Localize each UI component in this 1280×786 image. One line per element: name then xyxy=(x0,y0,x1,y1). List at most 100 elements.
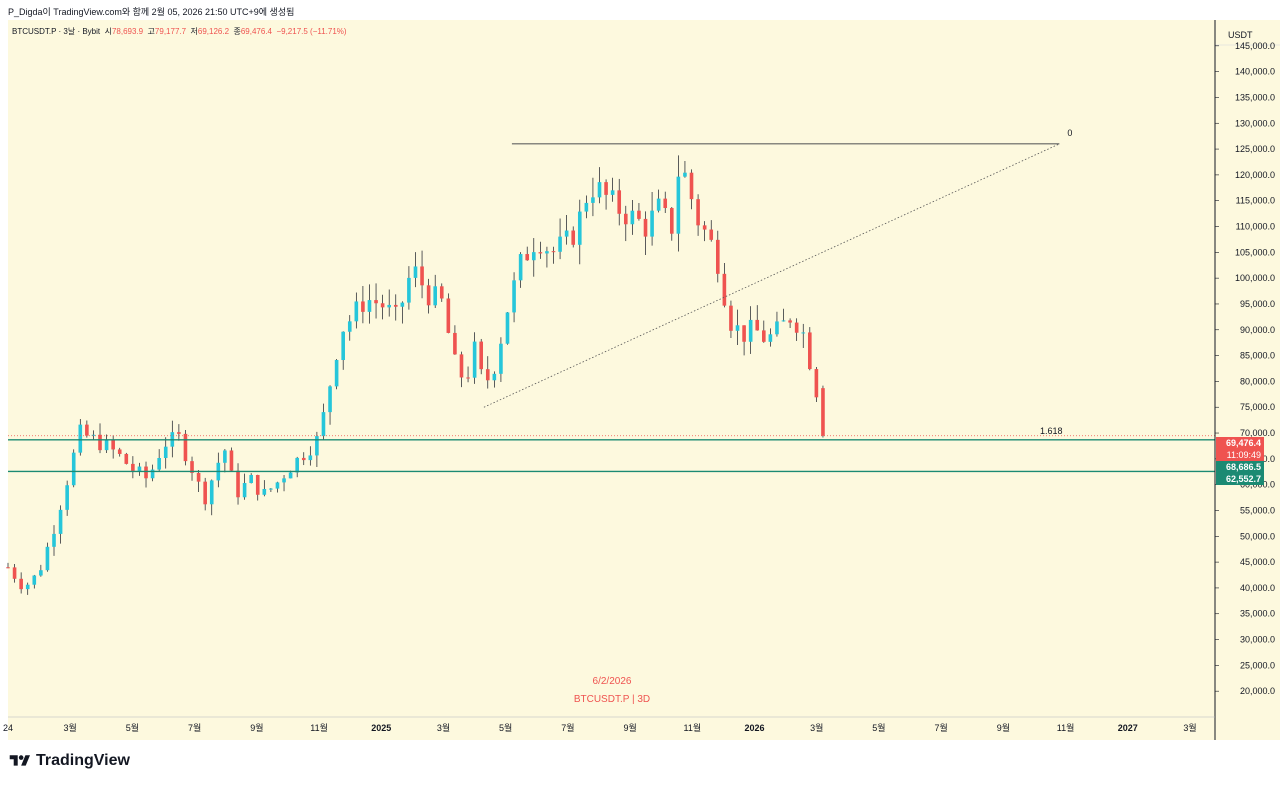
y-tick-label: 85,000.0 xyxy=(1240,351,1275,361)
y-tick-label: 100,000.0 xyxy=(1235,273,1275,283)
y-tick-label: 120,000.0 xyxy=(1235,170,1275,180)
x-tick-label: 5월 xyxy=(499,722,512,733)
candle-body xyxy=(518,254,523,281)
candle-body xyxy=(604,182,608,195)
candle-body xyxy=(255,474,260,495)
candle-body xyxy=(676,176,681,234)
candle-body xyxy=(163,446,168,458)
price-tag xyxy=(1216,473,1264,485)
candle-body xyxy=(781,320,786,322)
legend-change: −9,217.5 (−11.71%) xyxy=(276,27,347,36)
candle-body xyxy=(25,584,30,590)
legend-high-label: 고 xyxy=(147,27,155,36)
x-tick-label: 5월 xyxy=(872,722,885,733)
price-tag-value: 69,476.4 xyxy=(1226,438,1261,448)
price-tag xyxy=(1216,437,1264,461)
candle-body xyxy=(387,304,391,308)
y-tick-label: 105,000.0 xyxy=(1235,247,1275,257)
x-tick-label: 9월 xyxy=(250,722,263,733)
x-tick-label: 7월 xyxy=(188,722,201,733)
candle-body xyxy=(499,343,503,374)
candle-body xyxy=(308,455,313,461)
candle-body xyxy=(78,424,83,453)
candle-body xyxy=(157,457,161,470)
candle-body xyxy=(538,252,543,254)
y-tick-label: 90,000.0 xyxy=(1240,325,1275,335)
candle-body xyxy=(52,533,56,547)
x-tick-label: 11월 xyxy=(684,722,702,733)
candle-body xyxy=(637,210,641,219)
candle-body xyxy=(380,303,385,308)
candle-body xyxy=(617,190,622,214)
candle-body xyxy=(71,452,76,486)
y-tick-label: 115,000.0 xyxy=(1236,196,1275,206)
y-tick-label: 45,000.0 xyxy=(1240,557,1275,567)
candle-body xyxy=(275,482,280,489)
plot-background xyxy=(8,20,1215,717)
candle-body xyxy=(288,472,293,479)
y-tick-label: 70,000.0 xyxy=(1240,428,1275,438)
price-chart[interactable]: 0 1.618 USDT 20,000.0 25,000.0 30,000.0 35,00… xyxy=(0,20,1280,740)
y-tick-label: 80,000.0 xyxy=(1240,376,1275,386)
candle-body xyxy=(821,388,825,436)
candle-body xyxy=(788,320,792,323)
y-tick-label: 95,000.0 xyxy=(1240,299,1275,309)
y-tick-label: 140,000.0 xyxy=(1235,67,1275,77)
candle-body xyxy=(577,211,582,245)
candle-body xyxy=(814,369,819,398)
candle-body xyxy=(446,298,451,333)
candle-body xyxy=(190,461,194,473)
time-axis[interactable]: 24 3월 5월 7월 9월 11월 2025 3월 5월 7월 9월 11월 2026 3월 5월 7월 9월… xyxy=(3,722,1197,733)
fib-zero-label: 0 xyxy=(1067,128,1072,138)
candle-body xyxy=(367,300,372,312)
candle-body xyxy=(505,312,510,344)
y-tick-label: 35,000.0 xyxy=(1240,609,1275,619)
candle-body xyxy=(453,332,457,355)
candle-body xyxy=(426,285,431,306)
candle-body xyxy=(58,509,63,534)
candle-body xyxy=(775,321,779,335)
candle-body xyxy=(150,469,155,479)
candle-body xyxy=(131,463,135,471)
symbol-legend: BTCUSDT.P · 3날 · Bybit 시78,693.9 고79,177… xyxy=(12,26,347,37)
candle-body xyxy=(209,480,214,505)
candle-body xyxy=(512,280,516,313)
candle-body xyxy=(98,434,102,451)
drawings: 0 1.618 xyxy=(8,128,1215,473)
candle-body xyxy=(229,450,234,471)
y-tick-label: 110,000.0 xyxy=(1236,222,1275,232)
candle-body xyxy=(630,210,635,225)
candle-body xyxy=(203,481,207,505)
y-tick-label: 145,000.0 xyxy=(1235,41,1275,51)
footer: TradingView xyxy=(0,740,1280,786)
candle-body xyxy=(334,360,339,387)
candle-body xyxy=(808,332,812,370)
candle-body xyxy=(755,319,760,331)
candle-body xyxy=(794,322,799,333)
candle-body xyxy=(269,488,273,490)
candle-body xyxy=(85,424,89,436)
x-tick-label: 2025 xyxy=(371,723,391,733)
candle-body xyxy=(196,472,201,482)
candle-body xyxy=(295,457,299,473)
price-tag-value: 62,552.7 xyxy=(1226,474,1261,484)
candle-body xyxy=(144,466,148,479)
candle-body xyxy=(262,488,267,495)
tradingview-logo[interactable]: TradingView xyxy=(8,752,130,770)
fib-level-label: 1.618 xyxy=(1040,426,1063,436)
candle-body xyxy=(709,229,714,240)
chart-area[interactable]: 0 1.618 USDT 20,000.0 25,000.0 30,000.0 35,00… xyxy=(0,20,1280,740)
candle-body xyxy=(347,321,352,332)
x-tick-label: 2027 xyxy=(1118,723,1138,733)
candle-body xyxy=(6,567,10,569)
candle-body xyxy=(702,225,707,230)
candle-body xyxy=(525,254,530,261)
legend-close-label: 종 xyxy=(233,27,241,36)
price-tag xyxy=(1216,461,1264,473)
candle-body xyxy=(650,210,654,237)
candle-body xyxy=(466,377,470,379)
x-tick-label: 7월 xyxy=(561,722,574,733)
candle-body xyxy=(459,354,464,378)
candle-body xyxy=(663,198,668,209)
y-tick-label: 135,000.0 xyxy=(1235,92,1275,102)
